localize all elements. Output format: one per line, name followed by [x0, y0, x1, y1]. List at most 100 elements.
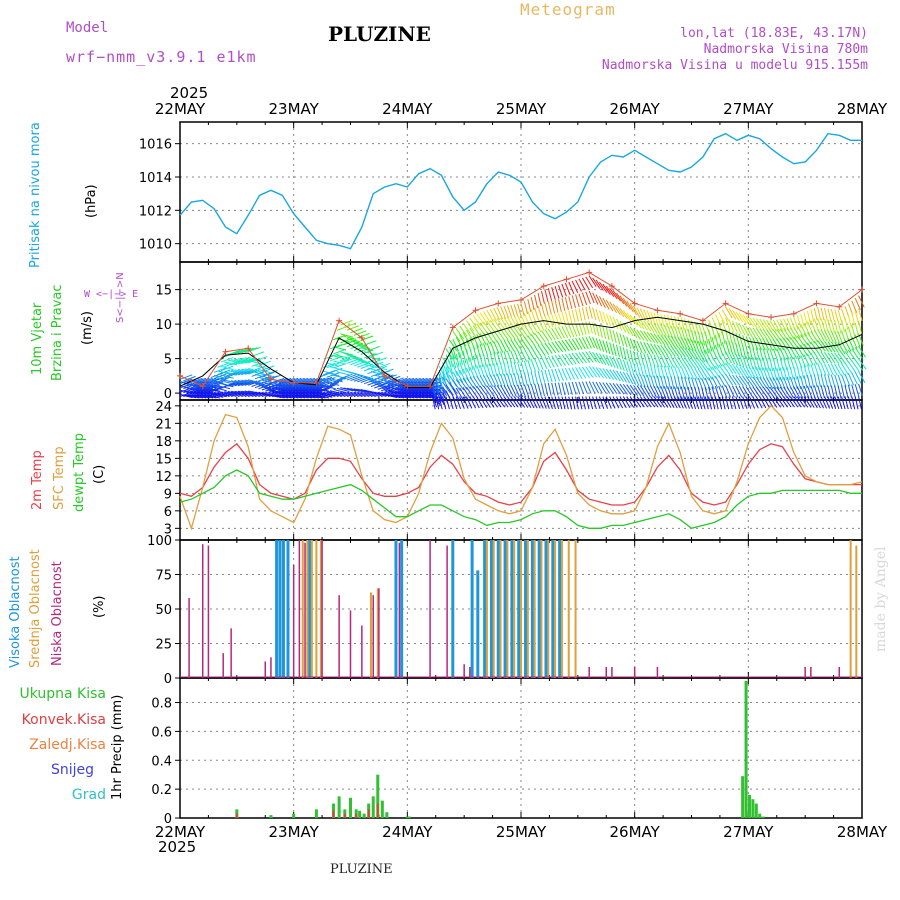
wind-arrow: [445, 378, 454, 390]
wind-arrow: [459, 343, 465, 357]
wind-arrow: [513, 350, 520, 363]
wind-arrow: [462, 368, 470, 381]
wind-arrow: [486, 353, 491, 367]
wind-arrow: [643, 309, 650, 322]
wind-arrow: [639, 363, 644, 377]
wind-arrow: [653, 333, 662, 345]
wind-arrow: [670, 345, 679, 357]
wind-arrow: [646, 321, 655, 333]
wind-arrow: [656, 365, 661, 379]
y-tick-label: 24: [155, 400, 172, 415]
y-tick-label: 0: [164, 387, 172, 402]
wind-arrow: [755, 396, 763, 409]
wind-arrow: [844, 362, 853, 374]
wind-arrow: [800, 396, 809, 408]
wind-arrow: [483, 321, 492, 333]
wind-arrow: [643, 331, 652, 343]
wind-arrow: [735, 385, 743, 398]
wind-arrow: [680, 386, 685, 400]
wind-arrow: [619, 295, 628, 307]
wind-arrow: [779, 338, 788, 350]
wind-arrow: [530, 371, 535, 385]
wind-arrow: [469, 347, 474, 361]
wind-arrow: [851, 300, 858, 314]
wind-arrow: [540, 290, 545, 304]
wind-arrow: [680, 376, 685, 390]
wind-arrow: [817, 351, 825, 364]
wind-arrow: [612, 303, 621, 315]
wind-arrow: [653, 364, 658, 378]
wind-arrow: [841, 385, 845, 399]
cloud-bar-0: [308, 540, 312, 678]
cloud-bar-1: [499, 540, 502, 678]
wind-arrow: [254, 391, 268, 398]
wind-arrow: [824, 385, 829, 399]
wind-arrow: [779, 348, 786, 361]
wind-arrow: [561, 312, 566, 325]
wind-arrow: [789, 327, 798, 339]
wind-arrow: [738, 364, 747, 377]
wind-arrow: [735, 353, 742, 367]
wind-arrow: [779, 357, 784, 371]
wind-arrow: [636, 396, 645, 408]
wind-arrow: [595, 279, 604, 291]
wind-arrow: [418, 394, 432, 399]
wind-arrow: [455, 387, 464, 400]
wind-arrow: [598, 296, 606, 309]
wind-arrow: [725, 340, 730, 354]
wind-arrow: [745, 336, 751, 349]
wind-arrow: [295, 377, 309, 384]
wind-arrow: [493, 396, 502, 408]
wind-arrow: [472, 315, 481, 327]
wind-arrow: [622, 359, 628, 373]
wind-arrow: [210, 379, 224, 384]
wind-arrow: [708, 386, 713, 400]
wind-arrow: [731, 320, 738, 333]
wind-arrow: [718, 322, 723, 336]
wind-arrow: [558, 326, 566, 339]
wind-arrow: [575, 294, 580, 308]
wind-arrow: [824, 374, 829, 388]
wind-arrow: [605, 327, 610, 341]
wind-arrow: [581, 307, 586, 321]
wind-arrow: [271, 394, 285, 399]
wind-arrow: [626, 348, 631, 362]
wind-arrow: [626, 372, 634, 385]
wind-arrow: [779, 328, 788, 340]
wind-arrow: [360, 361, 374, 366]
wind-arrow: [564, 396, 569, 410]
wind-arrow: [786, 396, 795, 408]
wind-arrow: [483, 364, 488, 378]
cloud-bar-2: [304, 542, 306, 678]
wind-arrow: [472, 376, 481, 388]
wind-arrow: [663, 365, 669, 379]
wind-arrow: [448, 346, 456, 359]
wind-arrow: [442, 381, 451, 393]
wind-arrow: [353, 391, 367, 398]
wind-arrow: [442, 396, 447, 410]
wind-arrow: [721, 363, 731, 375]
wind-arrow: [827, 308, 832, 322]
wind-arrow: [326, 372, 340, 378]
cloud-bar-0: [278, 540, 282, 678]
wind-arrow: [534, 396, 541, 409]
wind-arrow: [541, 317, 548, 330]
wind-arrow: [783, 328, 792, 340]
wind-arrow: [817, 306, 822, 320]
wind-arrow: [517, 361, 522, 375]
wind-arrow: [817, 396, 824, 409]
cloud-bar-1: [485, 540, 488, 678]
wind-arrow: [571, 338, 580, 351]
wind-arrow: [564, 297, 569, 310]
wind-arrow: [571, 396, 576, 410]
wind-arrow: [595, 308, 601, 322]
wind-arrow: [547, 328, 556, 341]
wind-arrow: [725, 385, 732, 398]
y-tick-label: 25: [155, 638, 172, 653]
wind-arrow: [677, 376, 682, 390]
wind-arrow: [670, 396, 678, 409]
wind-arrow: [616, 318, 623, 331]
wind-arrow: [558, 396, 563, 410]
wind-arrow: [448, 360, 453, 374]
wind-arrow: [687, 338, 694, 351]
